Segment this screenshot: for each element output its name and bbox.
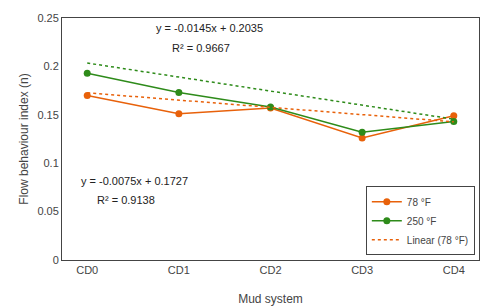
svg-text:CD1: CD1 (168, 264, 190, 276)
svg-text:CD3: CD3 (351, 264, 373, 276)
svg-text:CD4: CD4 (443, 264, 465, 276)
svg-text:Linear (78 °F): Linear (78 °F) (407, 235, 468, 246)
svg-text:y = -0.0075x + 0.1727: y = -0.0075x + 0.1727 (81, 175, 188, 187)
svg-text:0.25: 0.25 (37, 12, 58, 24)
svg-text:R² = 0.9138: R² = 0.9138 (97, 194, 155, 206)
svg-text:0.05: 0.05 (37, 205, 58, 217)
svg-text:0.1: 0.1 (44, 157, 59, 169)
svg-text:Mud system: Mud system (238, 292, 303, 306)
svg-text:0.2: 0.2 (44, 60, 59, 72)
svg-text:250 °F: 250 °F (407, 216, 437, 227)
svg-text:CD0: CD0 (76, 264, 98, 276)
svg-text:R² = 0.9667: R² = 0.9667 (172, 42, 230, 54)
svg-text:Flow behaviour index (n): Flow behaviour index (n) (17, 73, 31, 204)
svg-text:y = -0.0145x + 0.2035: y = -0.0145x + 0.2035 (156, 22, 263, 34)
svg-text:CD2: CD2 (259, 264, 281, 276)
svg-text:0: 0 (53, 254, 59, 266)
svg-text:0.15: 0.15 (37, 109, 58, 121)
svg-text:78 °F: 78 °F (407, 197, 431, 208)
